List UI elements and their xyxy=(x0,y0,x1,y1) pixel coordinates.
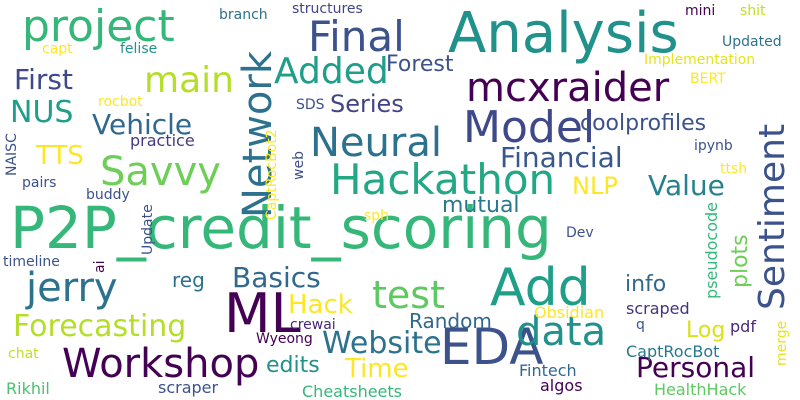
word-time: Time xyxy=(345,354,409,384)
word-final: Final xyxy=(308,12,405,61)
word-capt: capt xyxy=(42,41,73,57)
word-added: Added xyxy=(274,51,389,92)
word-ai: ai xyxy=(92,260,108,273)
word-merge: merge xyxy=(774,320,790,366)
word-crewai: crewai xyxy=(290,317,336,333)
word-scraped: scraped xyxy=(626,299,690,318)
word-neural: Neural xyxy=(310,120,442,166)
word-dev: Dev xyxy=(566,225,594,241)
word-nus: NUS xyxy=(10,95,74,130)
word-rikhil: Rikhil xyxy=(6,379,50,398)
word-buddy: buddy xyxy=(86,187,130,203)
word-eda: EDA xyxy=(440,318,544,376)
word-web: web xyxy=(291,151,307,180)
word-ml: ML xyxy=(224,282,301,345)
word-plots: plots xyxy=(728,234,753,288)
word-nlp: NLP xyxy=(572,172,618,200)
word-fintech: Fintech xyxy=(519,361,577,380)
word-info: info xyxy=(625,272,667,297)
word-edits: edits xyxy=(266,353,320,378)
word-scraper: scraper xyxy=(158,378,219,397)
word-forecasting: Forecasting xyxy=(13,309,187,344)
word-jerry: jerry xyxy=(26,265,118,311)
word-add: Add xyxy=(490,258,591,318)
word-p2p-credit-scoring: P2P_credit_scoring xyxy=(10,194,552,262)
word-analysis: Analysis xyxy=(448,1,679,66)
word-captrocbot: CaptRocBot xyxy=(626,342,720,361)
word-personal: Personal xyxy=(636,351,756,384)
word-test: test xyxy=(372,273,445,317)
word-cheatsheets: Cheatsheets xyxy=(302,382,403,400)
word-timeline: timeline xyxy=(3,254,60,270)
word-mcxraider: mcxraider xyxy=(466,65,670,111)
word-shit: shit xyxy=(740,3,766,19)
word-algos: algos xyxy=(540,376,583,395)
word-project: project xyxy=(22,1,175,52)
word-obsidian: Obsidian xyxy=(534,303,605,322)
word-savvy: Savvy xyxy=(100,149,221,195)
word-q: q xyxy=(636,317,645,333)
word-first: First xyxy=(14,63,73,96)
word-ipynb: ipynb xyxy=(694,138,733,154)
word-naisc: NAISC xyxy=(4,133,20,176)
word-practice: practice xyxy=(130,131,195,150)
word-structures: structures xyxy=(292,1,363,17)
word-website: Website xyxy=(322,326,442,361)
word-series: Series xyxy=(330,90,404,118)
word-pdf: pdf xyxy=(730,317,756,336)
word-basics: Basics xyxy=(232,261,321,294)
word-rocbot: rocbot xyxy=(98,94,143,110)
word-bert: BERT xyxy=(690,71,726,87)
word-pairs: pairs xyxy=(22,175,57,191)
word-sds: SDS xyxy=(296,97,325,113)
word-main: main xyxy=(144,60,234,101)
word-healthhack: HealthHack xyxy=(654,380,747,399)
word-sentiment: Sentiment xyxy=(752,123,793,310)
word-financial: Financial xyxy=(500,141,623,174)
word-felise: felise xyxy=(120,41,158,57)
word-pseudocode: pseudocode xyxy=(702,201,721,299)
word-implementation: Implementation xyxy=(644,52,756,68)
word-value: Value xyxy=(648,169,725,202)
word-captrocbot2: CaptRocBot2 xyxy=(264,129,280,220)
word-update: Update xyxy=(140,204,156,255)
word-random: Random xyxy=(409,309,492,333)
word-forest: Forest xyxy=(386,52,454,77)
word-wyeong: Wyeong xyxy=(256,331,313,347)
word-vehicle: Vehicle xyxy=(92,108,193,141)
word-model: Model xyxy=(463,102,596,153)
word-tts: TTS xyxy=(36,141,84,171)
word-hack: Hack xyxy=(288,290,353,320)
word-updated: Updated xyxy=(722,34,782,50)
word-hackathon: Hackathon xyxy=(330,155,556,204)
word-chat: chat xyxy=(8,346,39,362)
word-branch: branch xyxy=(219,7,268,23)
word-workshop: Workshop xyxy=(62,341,260,387)
word-mutual: mutual xyxy=(442,193,520,218)
word-ttsh: ttsh xyxy=(720,161,748,177)
word-data: data xyxy=(516,309,607,355)
word-coolprofiles: coolprofiles xyxy=(580,111,707,136)
word-mini: mini xyxy=(685,3,716,19)
word-reg: reg xyxy=(172,268,205,292)
word-log: Log xyxy=(686,318,726,343)
word-sph: sph xyxy=(364,208,390,224)
